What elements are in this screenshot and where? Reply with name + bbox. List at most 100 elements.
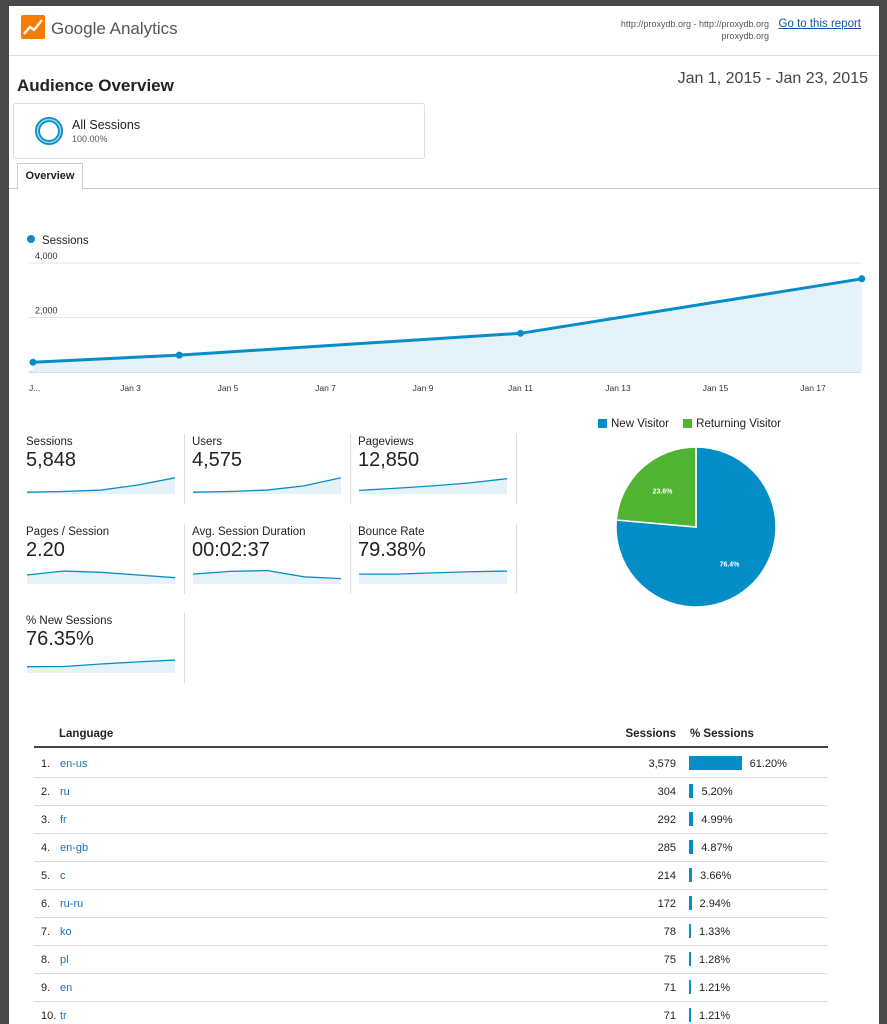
row-share-bar [689, 756, 742, 770]
sessions-data-point[interactable] [858, 275, 866, 283]
report-page: Google Analytics http://proxydb.org - ht… [9, 6, 879, 1024]
sessions-data-point[interactable] [517, 329, 524, 337]
row-index: 5. [41, 870, 51, 882]
row-language-link[interactable]: ko [60, 926, 72, 938]
metric-tile[interactable]: Avg. Session Duration 00:02:37 [192, 526, 349, 596]
row-language-link[interactable]: en-gb [60, 842, 89, 854]
table-row: 4. en-gb 285 4.87% [34, 834, 828, 862]
row-language-link[interactable]: tr [60, 1010, 67, 1022]
sparkline-area [27, 477, 175, 494]
metric-value: 00:02:37 [192, 539, 270, 561]
row-index: 1. [41, 758, 51, 770]
row-sessions: 71 [663, 1010, 676, 1022]
brand-name: Google Analytics [51, 19, 178, 38]
x-tick-label: Jan 17 [800, 383, 826, 393]
table-row: 2. ru 304 5.20% [34, 778, 828, 806]
row-sessions: 292 [657, 814, 676, 826]
row-pct-sessions: 1.28% [699, 954, 731, 966]
row-share-bar [689, 812, 694, 826]
metric-tile[interactable]: Pageviews 12,850 [358, 436, 515, 506]
row-index: 9. [41, 982, 51, 994]
metric-tile[interactable]: Pages / Session 2.20 [26, 526, 183, 596]
metric-tile[interactable]: % New Sessions 76.35% [26, 615, 183, 685]
visitor-pie-chart: 76.4% 23.6% [615, 446, 777, 608]
date-range[interactable]: Jan 1, 2015 - Jan 23, 2015 [677, 70, 868, 87]
pie-slice-returning-visitor[interactable] [615, 446, 697, 528]
row-pct-sessions: 5.20% [701, 786, 733, 798]
sessions-legend-dot [27, 235, 35, 243]
row-index: 4. [41, 842, 51, 854]
table-row: 6. ru-ru 172 2.94% [34, 890, 828, 918]
sparkline-line [26, 570, 176, 579]
metric-tile[interactable]: Sessions 5,848 [26, 436, 183, 506]
row-share-bar [689, 980, 691, 994]
segment-card[interactable]: All Sessions 100.00% [13, 103, 425, 159]
pie-slice-label: 76.4% [720, 562, 741, 569]
row-share-bar [689, 896, 692, 910]
table-row: 10. tr 71 1.21% [34, 1002, 828, 1024]
sparkline-line [358, 478, 508, 492]
sparkline-line [359, 570, 508, 575]
row-language-link[interactable]: pl [60, 954, 69, 966]
row-share-bar [689, 868, 693, 882]
row-index: 7. [41, 926, 51, 938]
metric-tile[interactable]: Users 4,575 [192, 436, 349, 506]
row-pct-sessions: 1.21% [699, 1010, 731, 1022]
sessions-area [33, 278, 862, 372]
row-language-link[interactable]: en-us [60, 758, 88, 770]
row-pct-sessions: 3.66% [700, 870, 732, 882]
row-language-link[interactable]: ru-ru [60, 898, 84, 910]
row-sessions: 75 [663, 954, 676, 966]
sessions-data-point[interactable] [175, 351, 183, 359]
pie-legend-new-label: New Visitor [611, 418, 669, 430]
metric-label: Bounce Rate [358, 526, 425, 538]
sparkline-line [192, 569, 342, 580]
pie-legend-returning[interactable]: Returning Visitor [683, 418, 781, 430]
metric-tile[interactable]: Bounce Rate 79.38% [358, 526, 515, 596]
tile-divider [184, 434, 185, 504]
row-pct-sessions: 1.21% [699, 982, 731, 994]
metric-value: 5,848 [26, 449, 77, 471]
pie-legend-new[interactable]: New Visitor [598, 418, 669, 430]
report-url-line1: http://proxydb.org - http://proxydb.org [620, 19, 769, 29]
tab-overview[interactable]: Overview [17, 163, 83, 190]
returning-visitor-swatch [683, 419, 693, 428]
sparkline-area [193, 570, 341, 584]
x-tick-label: Jan 3 [120, 383, 141, 393]
x-tick-label: Jan 15 [703, 383, 729, 393]
metric-sparkline [358, 478, 508, 494]
tile-divider [516, 434, 517, 504]
row-share-bar [689, 784, 694, 798]
table-row: 9. en 71 1.21% [34, 974, 828, 1002]
row-language-link[interactable]: en [60, 982, 73, 994]
row-language-link[interactable]: c [60, 870, 66, 882]
metric-label: Users [192, 436, 223, 448]
row-language-link[interactable]: fr [60, 814, 67, 826]
metric-label: Pageviews [358, 436, 414, 448]
x-tick-label: Jan 13 [605, 383, 631, 393]
row-language-link[interactable]: ru [60, 786, 70, 798]
metric-value: 76.35% [26, 628, 94, 650]
line-chart-legend: Sessions [27, 235, 89, 247]
tile-divider [350, 434, 351, 504]
row-pct-sessions: 4.87% [701, 842, 733, 854]
x-tick-label: Jan 5 [218, 383, 239, 393]
metric-sparkline [26, 570, 176, 584]
sparkline-line [26, 659, 176, 668]
pie-slice-label: 23.6% [653, 488, 674, 495]
sparkline-area [27, 660, 175, 673]
metric-sparkline [359, 570, 508, 584]
report-url-line2: proxydb.org [721, 31, 769, 41]
row-share-bar [689, 840, 694, 854]
metric-label: Avg. Session Duration [192, 526, 306, 538]
metric-sparkline [192, 569, 342, 584]
tile-divider [516, 524, 517, 594]
sessions-data-point[interactable] [29, 358, 37, 366]
column-sessions: Sessions [625, 728, 677, 740]
go-to-report-link[interactable]: Go to this report [778, 18, 861, 30]
tile-divider [184, 613, 185, 683]
x-tick-label: Jan 11 [508, 383, 533, 393]
table-row: 8. pl 75 1.28% [34, 946, 828, 974]
table-row: 1. en-us 3,579 61.20% [34, 750, 828, 778]
metric-value: 4,575 [192, 449, 243, 471]
